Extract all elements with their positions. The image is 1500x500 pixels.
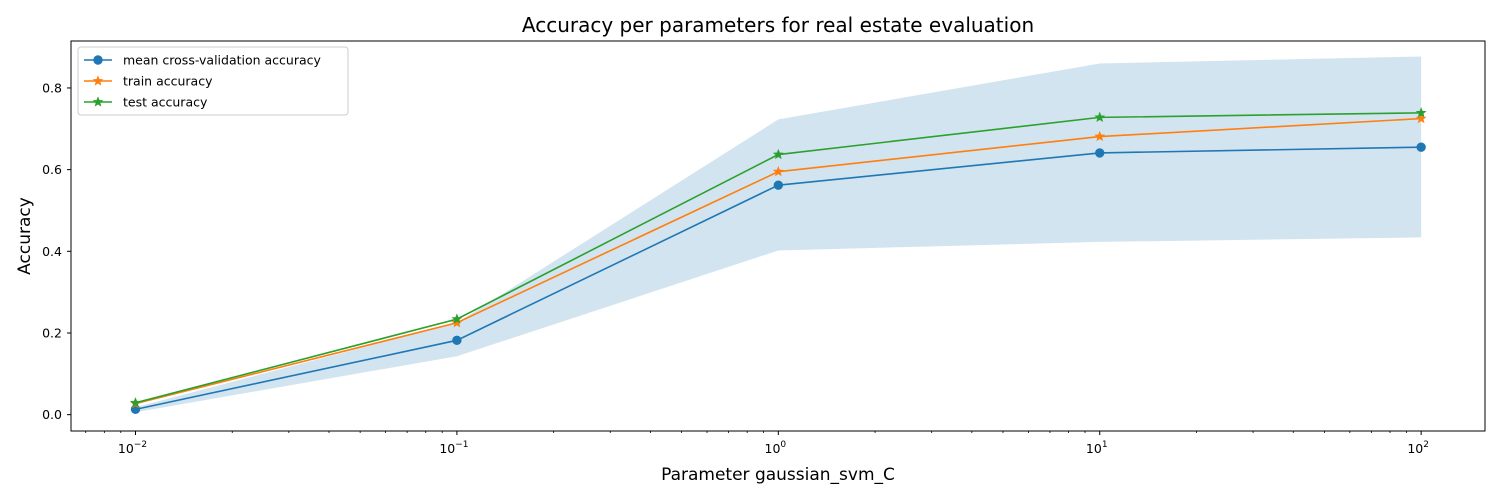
y-tick-label: 0.8	[42, 80, 62, 95]
x-tick-exponent: 1	[1102, 440, 1108, 450]
series-1-point	[1095, 148, 1105, 158]
series-3-point	[451, 313, 463, 324]
legend: mean cross-validation accuracy train accu…	[77, 46, 349, 116]
legend-label: test accuracy	[123, 95, 208, 110]
series-2-point	[451, 317, 463, 328]
x-tick-exponent: −2	[134, 440, 147, 450]
chart-title: Accuracy per parameters for real estate …	[522, 13, 1034, 37]
series-1-point	[452, 335, 462, 346]
x-axis-label: Parameter gaussian_svm_C	[661, 465, 895, 485]
legend-swatch-marker	[92, 96, 104, 107]
series-1-point	[1416, 142, 1426, 152]
series-1	[130, 142, 1426, 415]
y-tick-label: 0.4	[42, 244, 62, 259]
x-tick-exponent: 0	[780, 440, 786, 450]
x-tick-exponent: 2	[1423, 440, 1429, 450]
plot-area	[130, 56, 1427, 415]
legend-swatch-marker	[92, 75, 104, 86]
legend-item: train accuracy	[84, 74, 213, 89]
x-tick-exponent: −1	[455, 440, 468, 450]
legend-box	[77, 46, 349, 116]
y-tick-label: 0.6	[42, 162, 62, 177]
series-2-point	[1415, 112, 1427, 124]
series-2-point	[772, 165, 784, 177]
series-3-point	[130, 397, 141, 408]
series-1-point	[773, 180, 784, 190]
y-tick-label: 0.0	[42, 407, 62, 422]
legend-label: train accuracy	[123, 74, 213, 89]
legend-swatch-marker	[93, 55, 103, 65]
legend-label: mean cross-validation accuracy	[123, 53, 322, 68]
legend-item: mean cross-validation accuracy	[84, 53, 322, 68]
series-3-point	[1094, 111, 1106, 122]
series-3-point	[1415, 107, 1427, 118]
legend-item: test accuracy	[84, 95, 208, 110]
y-tick-label: 0.2	[42, 325, 62, 340]
y-axis-label: Accuracy	[15, 197, 35, 275]
series-3	[130, 107, 1427, 408]
series-3-point	[772, 148, 784, 160]
series-2-point	[1094, 130, 1106, 142]
